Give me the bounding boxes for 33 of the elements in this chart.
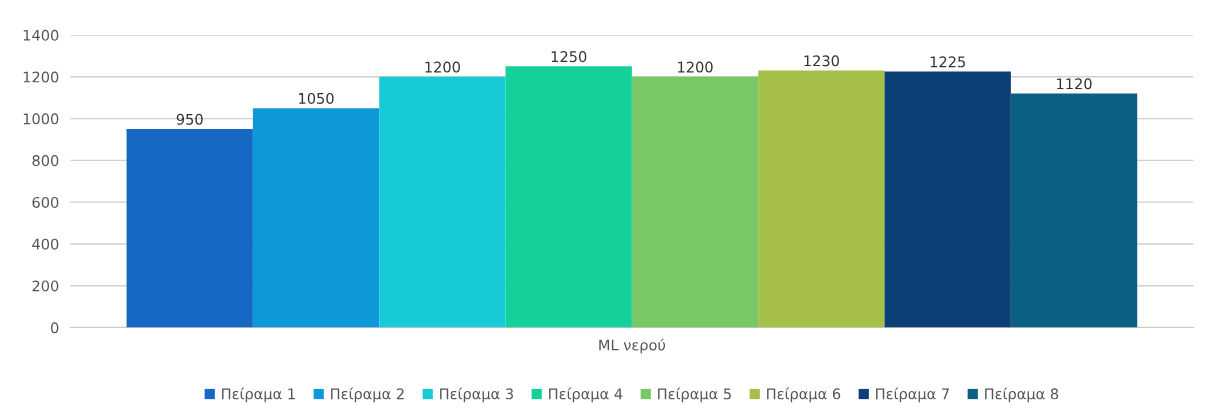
- legend-label: Πείραμα 3: [440, 387, 513, 403]
- y-tick-label: 400: [32, 238, 59, 250]
- bar: [1010, 93, 1138, 328]
- data-label: 1050: [299, 92, 334, 104]
- legend-label: Πείραμα 1: [222, 387, 295, 403]
- data-label: 950: [176, 113, 203, 125]
- y-tick-label: 800: [32, 155, 59, 167]
- data-label: 1230: [804, 55, 839, 67]
- bar: [379, 76, 506, 328]
- legend-label: Πείραμα 8: [985, 387, 1059, 403]
- y-tick-label: 1000: [23, 113, 59, 125]
- x-tick-label: ML νερού: [599, 338, 666, 354]
- bar: [631, 76, 759, 328]
- y-tick-label: 200: [32, 280, 59, 292]
- y-tick-label: 0: [50, 322, 59, 334]
- bar: [252, 108, 380, 328]
- bar: [884, 71, 1011, 328]
- data-label: 1225: [930, 56, 965, 68]
- legend-label: Πείραμα 5: [658, 387, 731, 403]
- data-label: 1120: [1057, 78, 1092, 90]
- legend-label: Πείραμα 6: [767, 387, 841, 403]
- legend-label: Πείραμα 2: [331, 387, 404, 403]
- legend-label: Πείραμα 4: [549, 387, 623, 403]
- bar: [758, 70, 885, 328]
- y-tick-label: 1400: [23, 29, 59, 41]
- data-label: 1250: [551, 51, 587, 63]
- legend-label: Πείραμα 7: [876, 387, 949, 403]
- y-tick-label: 1200: [23, 71, 59, 83]
- data-label: 1200: [678, 61, 713, 73]
- bar: [126, 129, 253, 328]
- data-label: 1200: [425, 61, 460, 73]
- bar: [505, 66, 632, 328]
- y-tick-label: 600: [32, 196, 59, 208]
